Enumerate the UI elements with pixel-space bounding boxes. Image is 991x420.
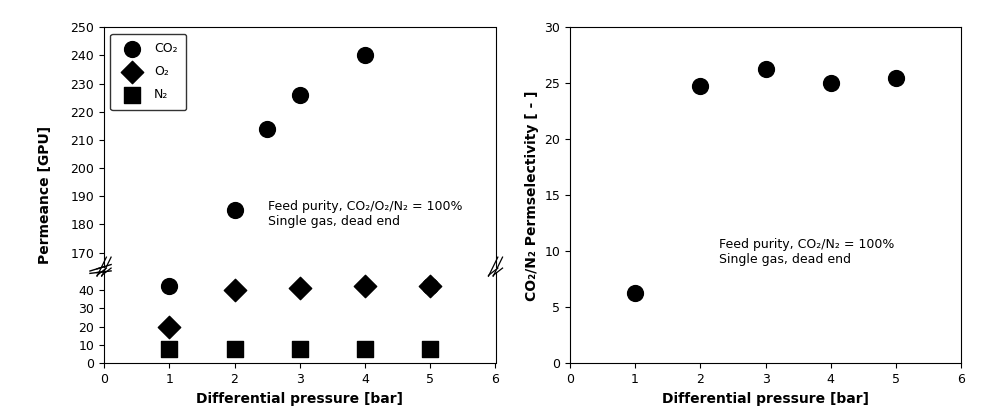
Text: Feed purity, CO₂/O₂/N₂ = 100%
Single gas, dead end: Feed purity, CO₂/O₂/N₂ = 100% Single gas… [269, 200, 463, 228]
Point [888, 74, 904, 81]
X-axis label: Differential pressure [bar]: Differential pressure [bar] [662, 391, 869, 406]
X-axis label: Differential pressure [bar]: Differential pressure [bar] [196, 391, 403, 406]
Point [227, 21, 243, 28]
Point [227, 287, 243, 294]
Y-axis label: CO₂/N₂ Permselectivity [ - ]: CO₂/N₂ Permselectivity [ - ] [524, 90, 539, 301]
Point [422, 283, 438, 290]
Point [823, 80, 838, 87]
Point [260, 125, 275, 132]
Point [291, 345, 307, 352]
Point [422, 283, 438, 290]
Point [291, 92, 307, 98]
Point [227, 207, 243, 214]
Point [227, 345, 243, 352]
Point [162, 345, 177, 352]
Point [291, 285, 307, 291]
Text: Feed purity, CO₂/N₂ = 100%
Single gas, dead end: Feed purity, CO₂/N₂ = 100% Single gas, d… [718, 239, 894, 266]
Point [422, 345, 438, 352]
Point [357, 283, 373, 290]
Point [357, 52, 373, 59]
Legend: CO₂, O₂, N₂: CO₂, O₂, N₂ [110, 34, 186, 110]
Point [757, 66, 773, 72]
Point [627, 289, 643, 296]
Point [693, 82, 709, 89]
Point [357, 345, 373, 352]
Point [162, 283, 177, 290]
Point [162, 323, 177, 330]
Text: Permeance [GPU]: Permeance [GPU] [38, 126, 52, 264]
